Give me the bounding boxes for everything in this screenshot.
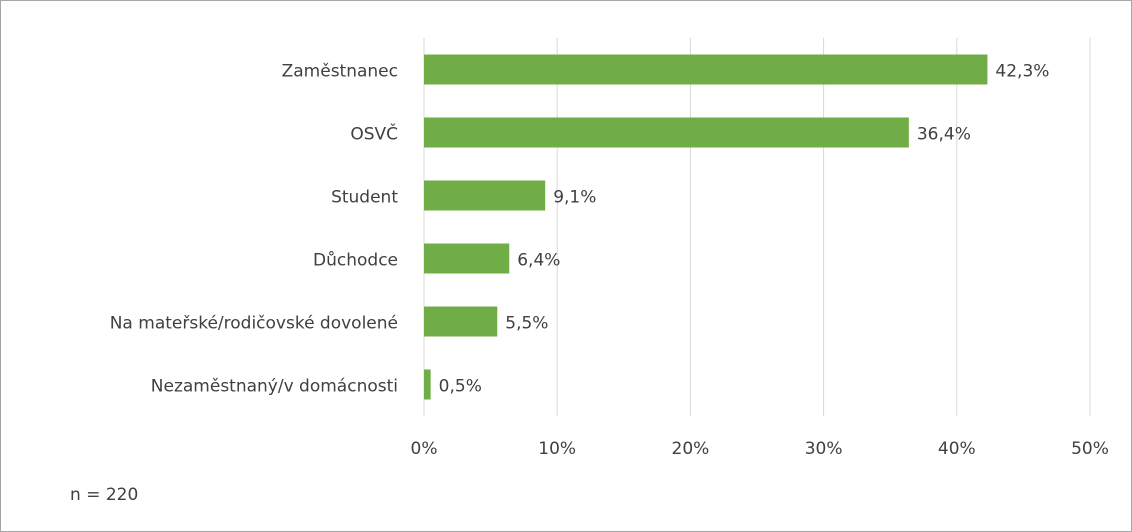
bar [424, 180, 546, 211]
bar [424, 369, 431, 400]
y-tick-label: Nezaměstnaný/v domácnosti [151, 377, 398, 397]
y-tick-label: Důchodce [313, 251, 398, 271]
data-label: 0,5% [439, 377, 482, 397]
y-tick-label: OSVČ [350, 123, 398, 145]
x-tick-label: 10% [538, 439, 576, 459]
y-tick-label: Student [331, 188, 398, 208]
data-label: 36,4% [917, 125, 971, 145]
bar [424, 117, 909, 148]
x-tick-label: 40% [938, 439, 976, 459]
x-tick-label: 50% [1071, 439, 1109, 459]
data-label: 5,5% [505, 314, 548, 334]
data-label: 42,3% [995, 62, 1049, 82]
annotation: n = 220 [70, 485, 138, 505]
data-label: 6,4% [517, 251, 560, 271]
bar [424, 54, 988, 85]
bar [424, 243, 510, 274]
y-tick-label: Na mateřské/rodičovské dovolené [110, 314, 398, 334]
y-tick-label: Zaměstnanec [282, 62, 398, 82]
x-tick-label: 0% [411, 439, 438, 459]
data-label: 9,1% [553, 188, 596, 208]
bar [424, 306, 498, 337]
x-tick-label: 20% [672, 439, 710, 459]
x-tick-label: 30% [805, 439, 843, 459]
